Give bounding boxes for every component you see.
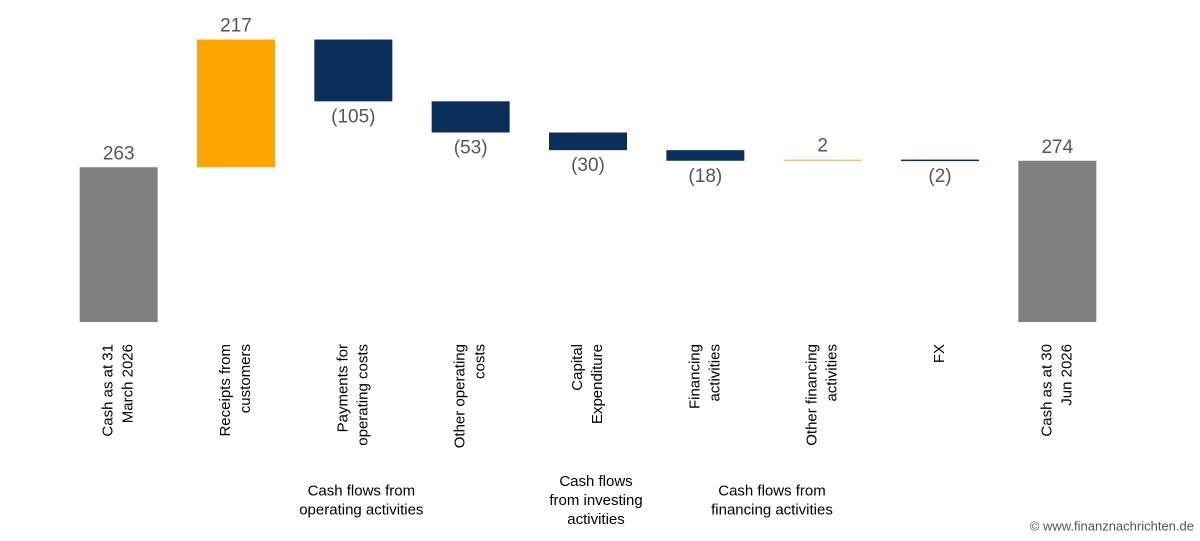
bar (197, 39, 275, 168)
x-tick-label: Capital (569, 344, 586, 391)
x-tick-label: activities (706, 344, 723, 402)
x-tick-label: Cash as at 30 (1038, 344, 1055, 437)
value-label: (18) (688, 166, 722, 187)
bar (783, 159, 862, 162)
bar (79, 167, 158, 322)
x-tick-label: costs (472, 344, 489, 379)
x-tick-label: Other financing (804, 344, 821, 446)
value-label: 217 (220, 16, 252, 37)
x-tick-label: March 2026 (120, 344, 137, 423)
value-label: (30) (571, 155, 605, 176)
group-label: operating activities (299, 501, 423, 518)
x-tick-label: FX (931, 344, 948, 363)
group-label: Cash flows from (308, 482, 416, 499)
value-label: (105) (331, 106, 375, 127)
bar (549, 132, 627, 151)
value-label: (53) (454, 138, 488, 159)
value-label: 263 (103, 143, 135, 164)
group-label: Cash flows (559, 473, 632, 490)
bar (1018, 160, 1097, 322)
value-label: (2) (928, 166, 951, 187)
group-label: activities (567, 511, 625, 528)
x-tick-label: operating costs (354, 344, 371, 446)
bar (314, 39, 393, 102)
watermark: © www.finanznachrichten.de (1030, 518, 1194, 533)
value-label: 274 (1041, 137, 1073, 158)
x-tick-label: Financing (686, 344, 703, 409)
group-label: financing activities (711, 501, 833, 518)
group-label: Cash flows from (718, 482, 826, 499)
value-label: 2 (817, 136, 828, 157)
group-label: from investing (549, 492, 642, 509)
bar (666, 150, 745, 161)
x-tick-label: Cash as at 31 (100, 344, 117, 437)
x-tick-label: Other operating (452, 344, 469, 448)
x-tick-label: activities (824, 344, 841, 402)
x-tick-label: customers (237, 344, 254, 413)
x-tick-label: Expenditure (589, 344, 606, 424)
x-tick-label: Receipts from (217, 344, 234, 437)
x-tick-label: Payments for (334, 344, 351, 432)
x-tick-label: Jun 2026 (1058, 344, 1075, 406)
bar (431, 101, 510, 133)
bar (901, 159, 979, 162)
